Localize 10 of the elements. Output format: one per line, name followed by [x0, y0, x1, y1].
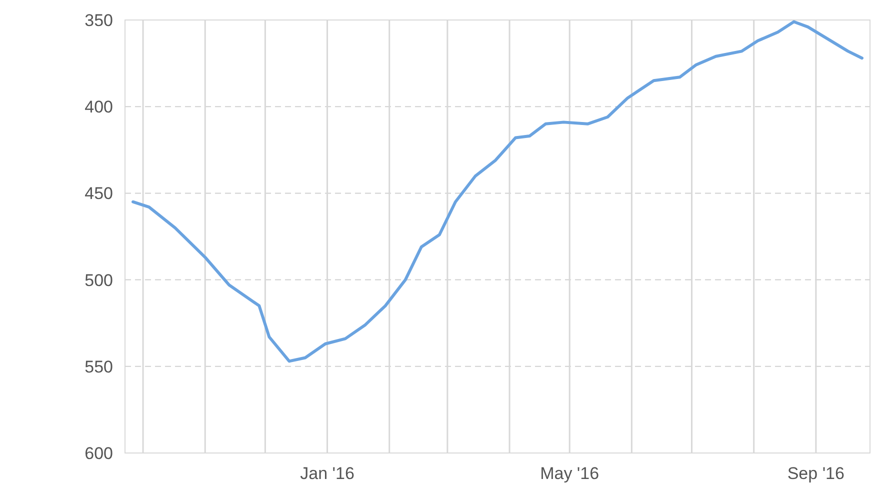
- y-tick-label: 600: [84, 444, 113, 463]
- x-tick-label: Jan '16: [300, 464, 354, 483]
- line-series: [132, 20, 864, 363]
- y-tick-label: 450: [84, 184, 113, 204]
- y-tick-label: 550: [84, 357, 113, 376]
- y-tick-label: 400: [84, 98, 113, 117]
- y-tick-label: 500: [84, 270, 113, 290]
- y-tick-label: 350: [84, 10, 113, 30]
- x-tick-label: Sep '16: [787, 464, 844, 483]
- x-tick-label: May '16: [540, 464, 600, 483]
